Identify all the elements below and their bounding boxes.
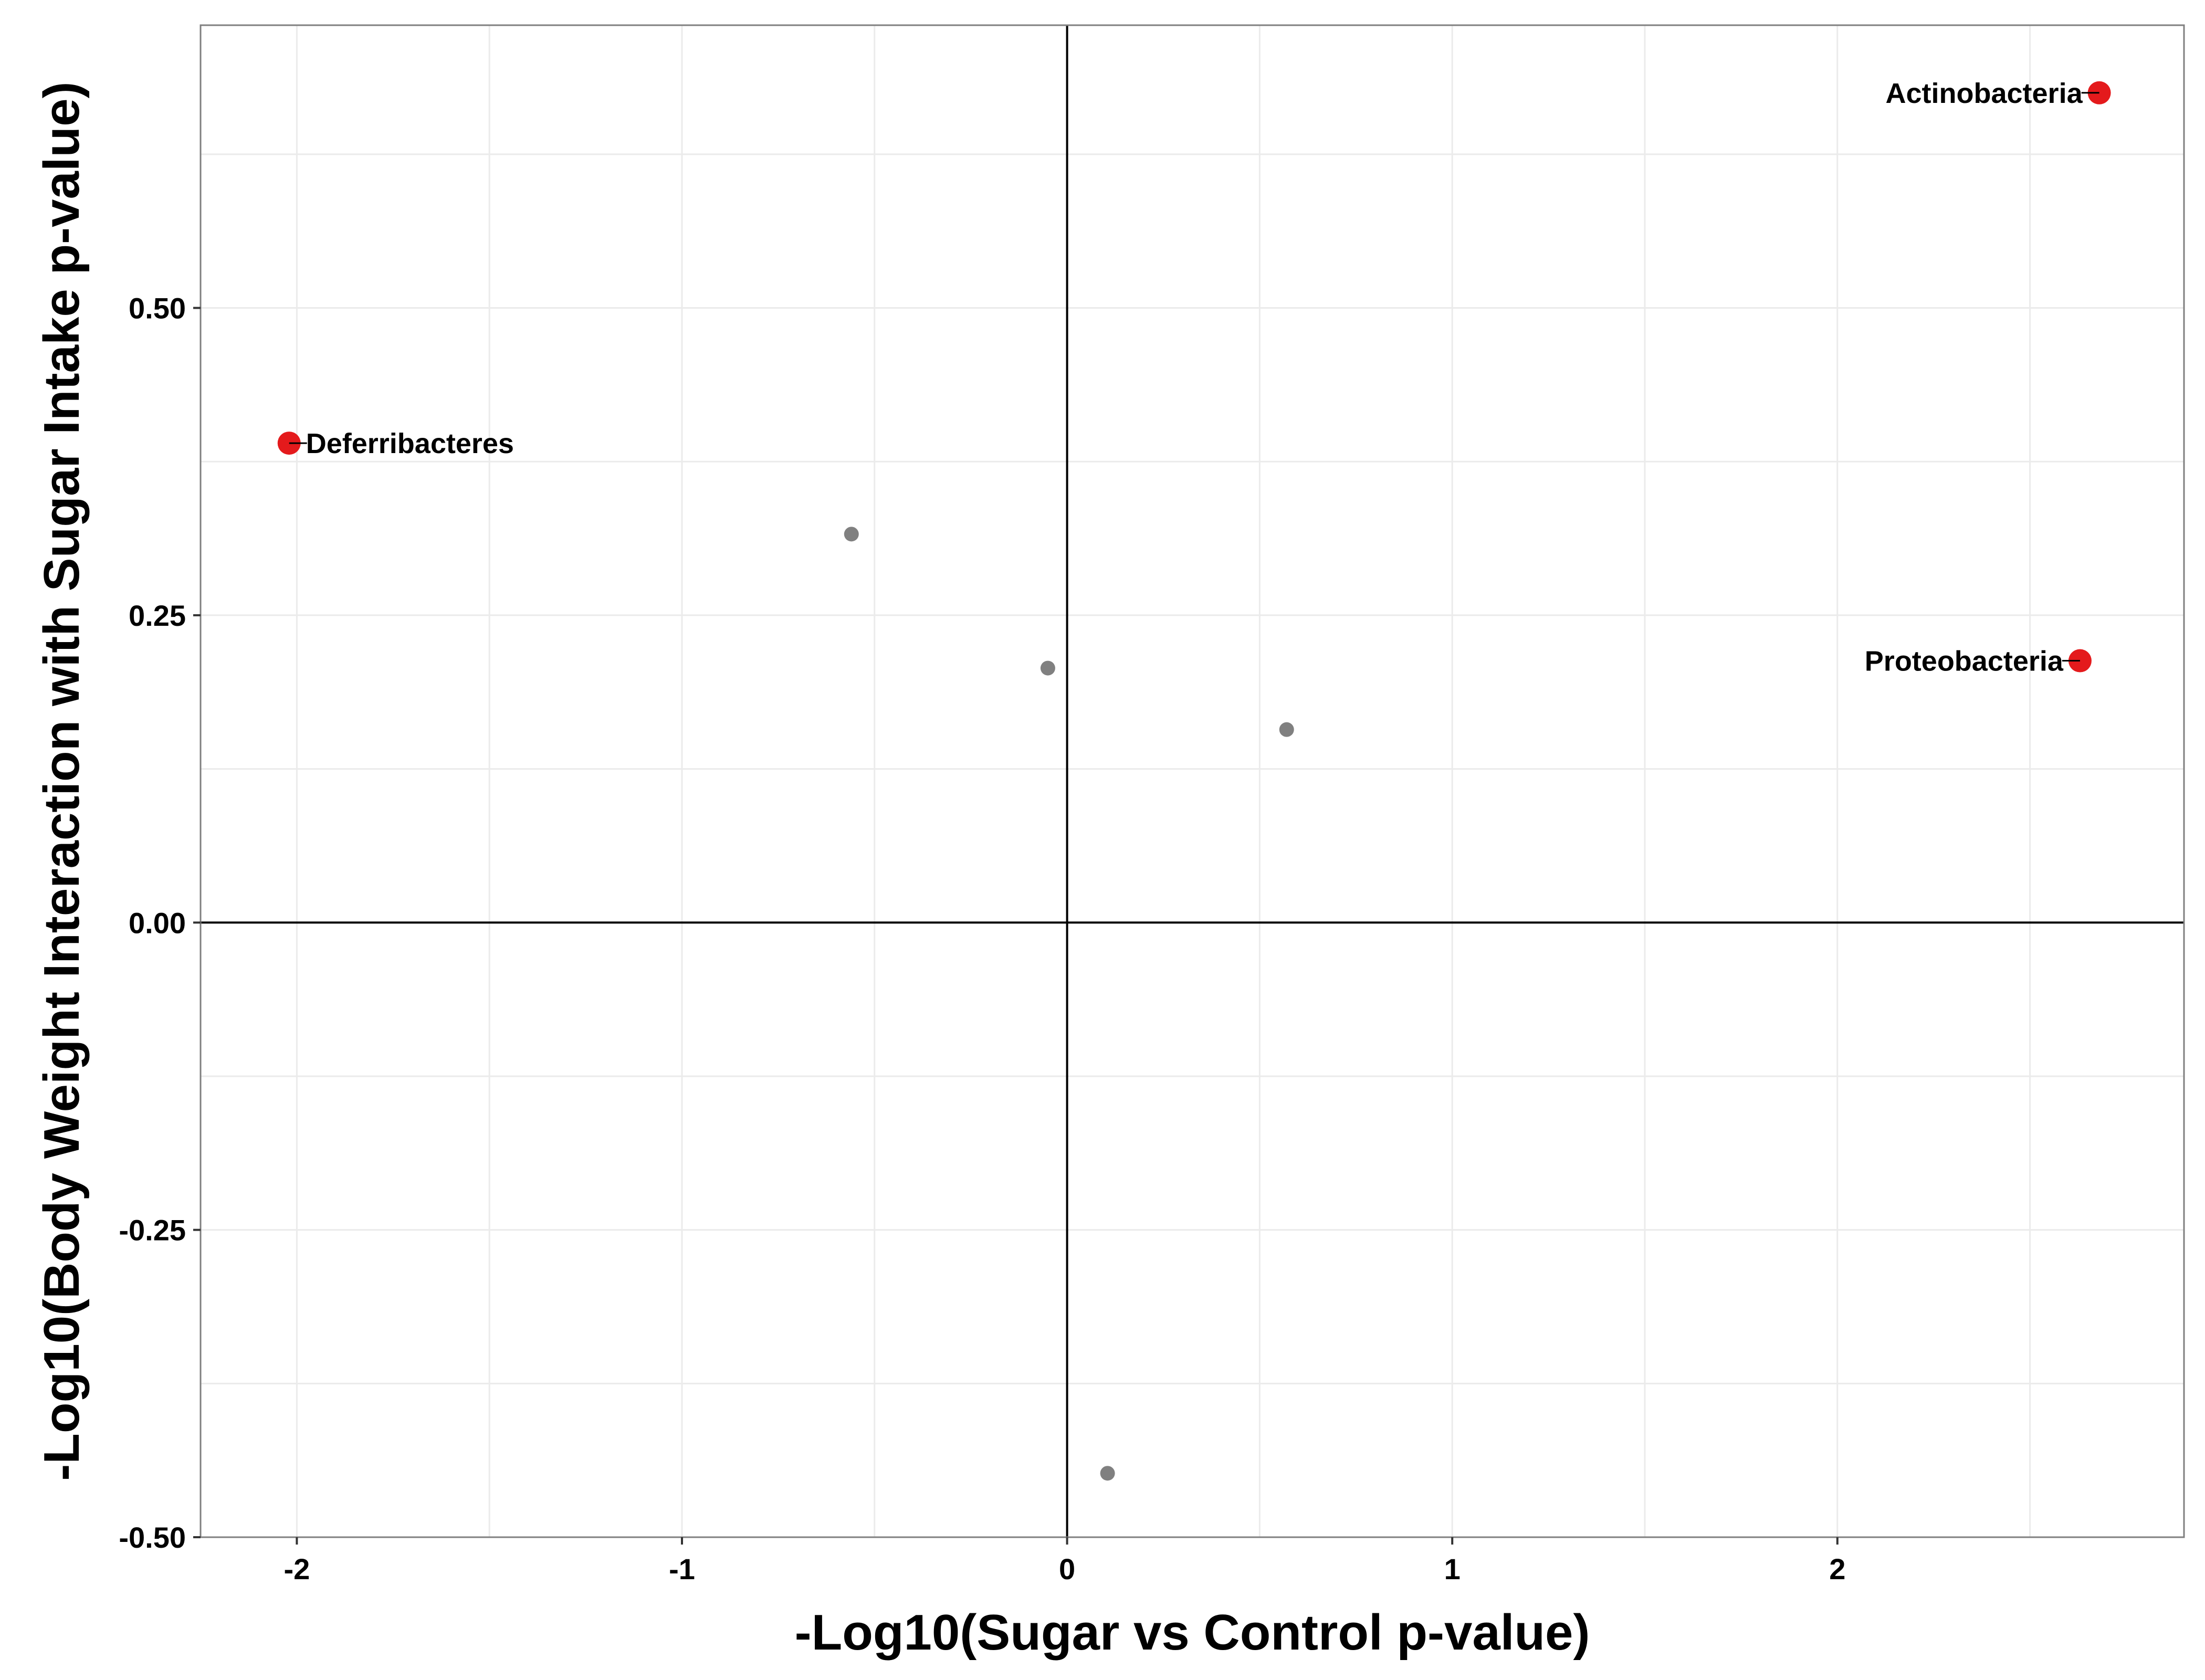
axes: -2 -1 0 1 2 -0.50 -0.25 0.00 0.25 0.50: [119, 292, 1845, 1586]
y-axis-title: -Log10(Body Weight Interaction with Suga…: [34, 81, 90, 1480]
y-tick-label: 0.00: [129, 906, 186, 939]
y-tick-label: 0.50: [129, 292, 186, 325]
x-tick-label: 2: [1829, 1552, 1845, 1586]
plot-panel-border: [200, 24, 2185, 1538]
point-label: Proteobacteria: [1865, 646, 2064, 677]
point-label: Deferribacteres: [306, 428, 514, 459]
point-labels: Deferribacteres Actinobacteria Proteobacte…: [289, 78, 2099, 677]
data-point: [1040, 660, 1055, 676]
grid-lines: [201, 25, 2184, 1538]
x-tick-label: -2: [284, 1552, 310, 1586]
x-tick-label: 1: [1444, 1552, 1461, 1586]
data-point: [1100, 1466, 1115, 1481]
x-axis-title: -Log10(Sugar vs Control p-value): [795, 1604, 1590, 1661]
y-tick-label: 0.25: [129, 599, 186, 632]
reference-lines: [201, 25, 2184, 1537]
y-tick-label: -0.50: [119, 1521, 186, 1554]
data-point: [844, 527, 859, 542]
data-points: [277, 81, 2111, 1481]
y-tick-label: -0.25: [119, 1214, 186, 1247]
data-point: [1279, 722, 1294, 737]
x-tick-label: 0: [1059, 1552, 1075, 1586]
x-tick-label: -1: [669, 1552, 695, 1586]
point-label: Actinobacteria: [1886, 78, 2083, 109]
